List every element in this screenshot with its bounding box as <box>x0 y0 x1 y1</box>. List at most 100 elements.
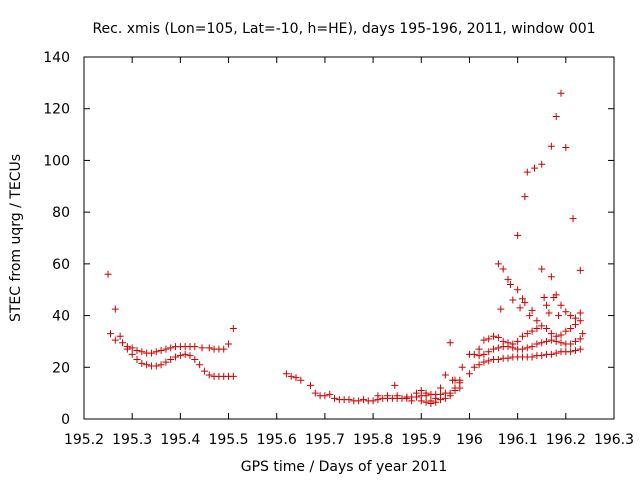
data-point <box>229 372 237 380</box>
x-tick-label: 195.4 <box>160 432 200 448</box>
data-point <box>138 348 146 356</box>
data-point <box>499 337 507 345</box>
x-tick-label: 195.2 <box>64 432 104 448</box>
data-point <box>516 304 524 312</box>
y-tick-label: 80 <box>52 205 70 221</box>
data-point <box>552 332 560 340</box>
data-point <box>446 392 454 400</box>
data-point <box>422 389 430 397</box>
data-point <box>531 164 538 172</box>
data-point <box>504 339 512 347</box>
data-point <box>569 215 577 223</box>
data-point <box>465 370 473 378</box>
data-point <box>417 387 425 395</box>
data-point <box>528 343 536 351</box>
x-tick-label: 196 <box>456 432 483 448</box>
data-point <box>562 144 570 151</box>
x-tick-label: 195.5 <box>208 432 248 448</box>
y-tick-label: 20 <box>52 360 70 376</box>
data-point <box>494 356 502 364</box>
data-point <box>297 376 305 384</box>
data-point <box>359 396 367 404</box>
data-point <box>562 308 570 316</box>
data-point <box>181 350 189 358</box>
data-point <box>355 397 363 405</box>
data-point <box>205 371 213 379</box>
data-point <box>567 325 575 332</box>
data-point <box>540 293 548 301</box>
data-point <box>518 295 526 303</box>
data-point <box>552 112 560 120</box>
data-point <box>412 389 420 397</box>
data-point <box>111 336 119 344</box>
data-point <box>292 374 300 382</box>
data-point <box>391 381 399 389</box>
data-point <box>191 356 199 364</box>
data-point <box>287 372 295 380</box>
data-point <box>441 394 449 402</box>
data-point <box>533 325 541 332</box>
data-point <box>432 398 440 406</box>
data-point <box>494 260 502 268</box>
data-point <box>521 193 529 201</box>
axis-ticks: 195.2 195.3 195.4 195.5 195.6 195.7 195.8 195.9… <box>43 50 634 448</box>
data-point <box>470 363 478 371</box>
data-point <box>229 325 237 332</box>
data-points <box>104 89 587 407</box>
data-point <box>116 332 124 340</box>
data-point <box>547 273 555 281</box>
data-point <box>480 350 488 358</box>
data-point <box>547 350 555 358</box>
data-point <box>571 314 579 322</box>
data-point <box>205 344 213 352</box>
data-point <box>552 291 560 299</box>
data-point <box>528 327 536 335</box>
data-point <box>504 354 512 362</box>
data-point <box>545 309 553 317</box>
data-point <box>133 346 141 354</box>
data-point <box>576 266 584 274</box>
data-point <box>523 344 531 352</box>
data-point <box>506 281 514 289</box>
data-point <box>543 325 551 332</box>
y-tick-label: 120 <box>43 102 70 118</box>
data-point <box>369 397 377 405</box>
data-point <box>538 322 546 330</box>
y-tick-label: 100 <box>43 153 70 169</box>
data-point <box>427 399 435 407</box>
data-point <box>557 339 565 347</box>
data-point <box>437 384 445 392</box>
data-point <box>538 352 546 360</box>
data-point <box>576 345 584 353</box>
data-point <box>225 340 233 348</box>
data-point <box>504 275 512 283</box>
data-point <box>200 367 208 375</box>
data-point <box>547 336 555 344</box>
data-point <box>567 312 575 320</box>
data-point <box>514 286 522 294</box>
x-tick-label: 195.3 <box>112 432 152 448</box>
data-point <box>533 340 541 348</box>
data-point <box>576 317 584 325</box>
data-point <box>547 142 555 150</box>
data-point <box>557 331 565 339</box>
data-point <box>579 330 587 338</box>
data-point <box>311 389 319 397</box>
data-point <box>282 370 290 378</box>
data-point <box>518 332 526 340</box>
data-point <box>345 396 353 404</box>
data-point <box>133 356 141 364</box>
data-point <box>509 296 517 304</box>
data-point <box>417 397 425 405</box>
data-point <box>571 337 579 345</box>
data-point <box>147 349 155 357</box>
data-point <box>557 89 565 97</box>
data-point <box>446 339 454 347</box>
data-point <box>514 231 522 239</box>
data-point <box>331 394 339 402</box>
data-point <box>562 327 570 335</box>
data-point <box>485 357 493 365</box>
data-point <box>157 361 165 369</box>
